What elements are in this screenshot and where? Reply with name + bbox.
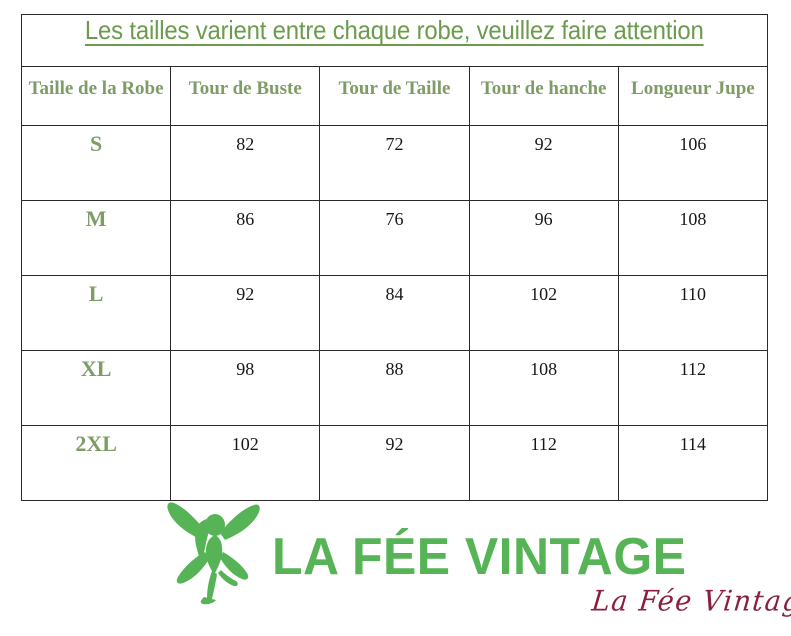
cell-skirt-length: 106 (617, 125, 769, 201)
table-row: XL 98 88 108 112 (20, 350, 769, 426)
chart-title-cell: Les tailles varient entre chaque robe, v… (21, 14, 768, 67)
brand-script-tagline: La Fée Vintage (590, 585, 791, 618)
table-header-row: Taille de la Robe Tour de Buste Tour de … (20, 66, 769, 126)
table-row: L 92 84 102 110 (20, 275, 769, 351)
cell-bust: 98 (170, 350, 321, 426)
column-header-waist: Tour de Taille (319, 66, 470, 126)
cell-skirt-length: 114 (617, 425, 769, 501)
cell-hip: 96 (468, 200, 619, 276)
cell-size: XL (20, 350, 172, 426)
cell-bust: 102 (170, 425, 321, 501)
cell-size: M (20, 200, 172, 276)
measure-value: 96 (534, 209, 553, 229)
measure-value: 112 (530, 434, 557, 454)
measure-value: 102 (231, 434, 259, 454)
measure-value: 92 (534, 134, 553, 154)
column-header-size: Taille de la Robe (20, 66, 172, 126)
size-label: XL (80, 356, 112, 381)
size-label: S (89, 131, 103, 156)
table-row: 2XL 102 92 112 114 (20, 425, 769, 501)
size-label: L (88, 281, 104, 306)
measure-value: 88 (385, 359, 404, 379)
measure-value: 92 (385, 434, 404, 454)
cell-bust: 86 (170, 200, 321, 276)
cell-size: L (20, 275, 172, 351)
cell-hip: 92 (468, 125, 619, 201)
column-header-bust: Tour de Buste (170, 66, 321, 126)
size-label: M (85, 206, 107, 231)
cell-waist: 72 (319, 125, 470, 201)
column-header-label: Tour de Buste (188, 78, 302, 99)
cell-size: 2XL (20, 425, 172, 501)
cell-hip: 108 (468, 350, 619, 426)
cell-waist: 84 (319, 275, 470, 351)
cell-size: S (20, 125, 172, 201)
cell-hip: 102 (468, 275, 619, 351)
measure-value: 92 (236, 284, 255, 304)
column-header-hip: Tour de hanche (468, 66, 619, 126)
measure-value: 114 (679, 434, 707, 454)
size-chart-container: Les tailles varient entre chaque robe, v… (20, 14, 769, 501)
measure-value: 86 (236, 209, 255, 229)
cell-bust: 82 (170, 125, 321, 201)
measure-value: 72 (385, 134, 404, 154)
cell-skirt-length: 110 (617, 275, 769, 351)
column-header-skirt-length: Longueur Jupe (617, 66, 769, 126)
size-label: 2XL (75, 431, 117, 456)
measure-value: 98 (236, 359, 255, 379)
measure-value: 106 (679, 134, 707, 154)
table-row: M 86 76 96 108 (20, 200, 769, 276)
column-header-label: Tour de hanche (480, 78, 607, 99)
cell-skirt-length: 108 (617, 200, 769, 276)
measure-value: 108 (679, 209, 707, 229)
brand-name: LA FÉE VINTAGE (272, 528, 687, 586)
measure-value: 108 (530, 359, 558, 379)
measure-value: 102 (530, 284, 558, 304)
chart-title-row: Les tailles varient entre chaque robe, v… (21, 14, 768, 67)
cell-skirt-length: 112 (617, 350, 769, 426)
column-header-label: Taille de la Robe (28, 78, 164, 99)
fairy-icon (167, 502, 260, 605)
size-chart-table: Les tailles varient entre chaque robe, v… (20, 14, 769, 501)
measure-value: 110 (679, 284, 707, 304)
measure-value: 84 (385, 284, 404, 304)
brand-logo: LA FÉE VINTAGE (0, 495, 791, 636)
column-header-label: Longueur Jupe (631, 78, 755, 99)
table-row: S 82 72 92 106 (20, 125, 769, 201)
measure-value: 76 (385, 209, 404, 229)
measure-value: 112 (679, 359, 707, 379)
cell-bust: 92 (170, 275, 321, 351)
measure-value: 82 (236, 134, 255, 154)
cell-waist: 92 (319, 425, 470, 501)
cell-hip: 112 (468, 425, 619, 501)
column-header-label: Tour de Taille (338, 78, 451, 99)
cell-waist: 76 (319, 200, 470, 276)
cell-waist: 88 (319, 350, 470, 426)
page-title: Les tailles varient entre chaque robe, v… (85, 15, 704, 45)
